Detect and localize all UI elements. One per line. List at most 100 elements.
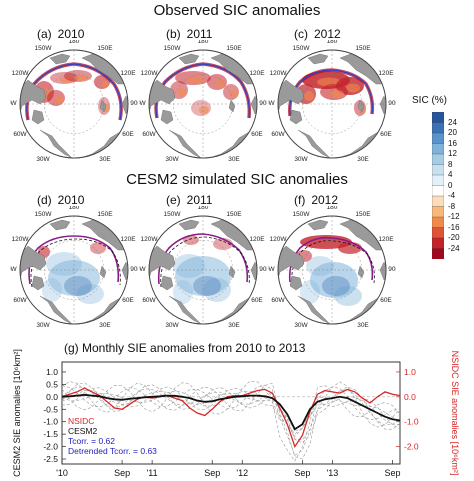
x-tick-label: Sep — [204, 468, 220, 478]
land-mass — [160, 275, 174, 291]
lon-label: 120W — [270, 236, 288, 243]
sic-positive-anomaly-patch — [46, 252, 82, 276]
ensemble-member-line — [61, 384, 401, 456]
sic-positive-anomaly-patch — [310, 262, 358, 298]
panel-b-label: (b) 2011 — [166, 27, 213, 41]
land-mass — [289, 275, 303, 291]
map-panel-b: 180 150W 150E 120W 120E 90W 90E 60W 60E 30W 30E — [139, 40, 267, 163]
colorbar-bin — [432, 195, 444, 207]
lon-label: 30W — [294, 156, 308, 163]
sic-moderate-anomaly-patch — [230, 90, 238, 98]
land-mass — [250, 261, 257, 281]
lon-label: 60E — [380, 131, 392, 138]
sic-positive-anomaly-patch — [306, 256, 334, 276]
latitude-circle — [173, 240, 233, 300]
ensemble-member-line — [61, 381, 401, 462]
lon-label: 60W — [142, 131, 156, 138]
latitude-circle — [44, 240, 104, 300]
legend-entry: CESM2 — [68, 426, 98, 436]
lon-label: 120E — [120, 70, 136, 77]
observed-title: Observed SIC anomalies — [153, 2, 321, 19]
y-tick-label-right: 1.0 — [404, 367, 416, 377]
lon-label: 150E — [97, 211, 113, 218]
lon-label: 30W — [165, 322, 179, 329]
simulated-title: CESM2 simulated SIC anomalies — [126, 171, 348, 188]
ensemble-member-line — [61, 382, 401, 444]
map-frame — [277, 49, 387, 159]
lon-label: 30E — [228, 322, 240, 329]
lon-label: 150E — [226, 45, 242, 52]
map-frame — [277, 215, 387, 325]
land-mass — [379, 261, 386, 281]
lon-label: 90E — [388, 266, 396, 273]
land-mass — [49, 53, 71, 65]
lon-label: 60E — [122, 297, 134, 304]
map-panel-c: 180 150W 150E 120W 120E 90W 90E 60W 60E 30W 30E — [268, 40, 396, 163]
chart-title: (g) Monthly SIE anomalies from 2010 to 2… — [64, 341, 306, 355]
sic-strong-positive-patch — [193, 276, 221, 296]
sic-positive-anomaly-patch — [203, 278, 231, 302]
ensemble-member-line — [61, 386, 401, 435]
x-tick-label: '10 — [56, 468, 68, 478]
map-panel-d: 180 150W 150E 120W 120E 90W 90E 60W 60E 30W 30E — [10, 206, 138, 329]
lon-label: 150W — [164, 211, 182, 218]
lon-label: 180 — [327, 206, 338, 211]
lon-label: 60W — [13, 131, 27, 138]
latitude-circle — [173, 74, 233, 134]
legend-entry: Tcorr. = 0.62 — [68, 436, 115, 446]
colorbar-bin — [432, 206, 444, 218]
lon-label: 120E — [378, 70, 394, 77]
lon-label: 90W — [268, 266, 276, 273]
land-mass — [297, 129, 331, 158]
lon-label: 30W — [294, 322, 308, 329]
land-mass — [31, 109, 45, 125]
lon-label: 60E — [380, 297, 392, 304]
lon-label: 60W — [271, 131, 285, 138]
lon-label: 120W — [12, 236, 30, 243]
lon-label: 30E — [228, 156, 240, 163]
y-tick-label-left: -0.5 — [43, 404, 58, 414]
lon-label: 150E — [355, 211, 371, 218]
lon-label: 150W — [293, 211, 311, 218]
land-mass — [168, 295, 202, 324]
lon-label: 90W — [139, 100, 147, 107]
lon-label: 30E — [99, 322, 111, 329]
colorbar-tick-label: -12 — [448, 212, 460, 221]
panel-c-label: (c) 2012 — [294, 27, 341, 41]
lon-label: 60E — [122, 131, 134, 138]
x-tick-label: '11 — [147, 468, 158, 478]
map-frame — [19, 49, 129, 159]
sie-timeseries-chart: (g) Monthly SIE anomalies from 2010 to 2… — [12, 341, 460, 478]
lon-label: 150W — [35, 211, 53, 218]
land-mass — [297, 295, 331, 324]
sic-positive-anomaly-patch — [334, 286, 362, 306]
sic-strong-positive-patch — [64, 276, 92, 296]
colorbar-tick-label: 24 — [448, 117, 457, 127]
colorbar-tick-label: -16 — [448, 222, 460, 232]
lon-label: 150E — [97, 45, 113, 52]
lon-label: 90E — [130, 100, 138, 107]
lon-label: 180 — [198, 206, 209, 211]
lon-label: 120W — [141, 236, 159, 243]
land-mass — [160, 109, 174, 125]
legend-entry: NSIDC — [68, 416, 94, 426]
y-tick-label-left: 0.0 — [46, 392, 58, 402]
land-mass — [307, 219, 329, 231]
lon-label: 120E — [249, 236, 265, 243]
lon-label: 150W — [293, 45, 311, 52]
lon-label: 120E — [120, 236, 136, 243]
lon-label: 150W — [164, 45, 182, 52]
lon-label: 60W — [13, 297, 27, 304]
lon-label: 90W — [10, 266, 18, 273]
sic-moderate-anomaly-patch — [346, 83, 360, 93]
y-tick-label-left: -1.0 — [43, 417, 58, 427]
map-frame — [19, 215, 129, 325]
colorbar — [432, 112, 444, 259]
lon-label: 90E — [130, 266, 138, 273]
y-axis-label-right: NSIDC SIE anomalies [10⁶km²] — [450, 351, 460, 476]
land-mass — [178, 219, 200, 231]
y-tick-label-left: -2.0 — [43, 442, 58, 452]
y-axis-label-left: CESM2 SIE anomalies [10⁶km²] — [12, 349, 22, 477]
lon-label: 150W — [35, 45, 53, 52]
lon-label: 150E — [355, 45, 371, 52]
